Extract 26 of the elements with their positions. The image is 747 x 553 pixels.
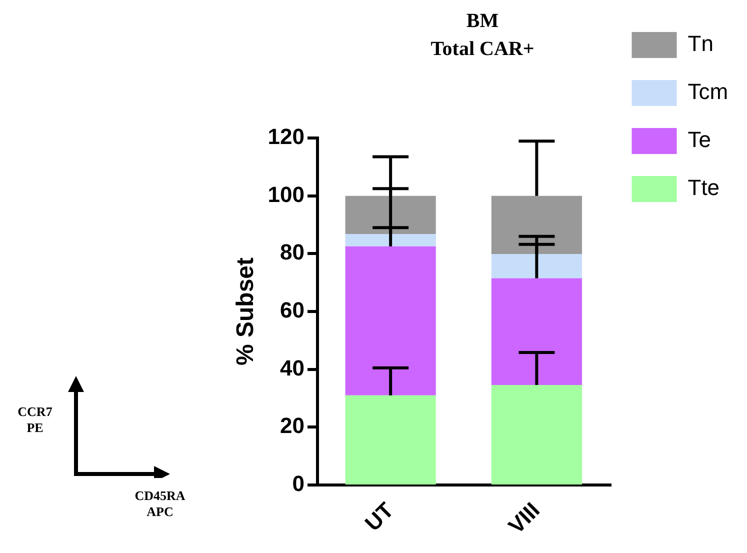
text: CCR7 PE	[16, 404, 54, 436]
bar	[345, 196, 436, 234]
text: CD45RA APC	[134, 488, 186, 520]
y-tick-label: 100	[268, 182, 305, 207]
y-tick-label: 0	[292, 471, 305, 496]
bar	[491, 384, 582, 484]
bar	[491, 254, 582, 278]
bar	[345, 395, 436, 484]
chart-title: BM	[466, 10, 499, 32]
y-tick-label: 120	[268, 124, 305, 150]
legend-label: Tcm	[688, 79, 728, 104]
x-tick-label: VIII	[503, 497, 545, 538]
legend-label: Tn	[688, 31, 714, 56]
y-tick-label: 80	[280, 240, 305, 265]
bar	[345, 234, 436, 246]
bar	[491, 278, 582, 385]
y-tick-label: 20	[280, 413, 305, 438]
x-tick-label: UT	[360, 497, 399, 536]
y-tick-label: 60	[280, 298, 305, 323]
y-tick-label: 40	[280, 355, 305, 380]
bar	[491, 196, 582, 254]
legend-label: Tte	[688, 175, 720, 200]
legend-label: Te	[688, 127, 711, 152]
y-axis-title: % Subset	[232, 257, 260, 366]
chart-subtitle: Total CAR+	[430, 38, 534, 60]
bar	[345, 246, 436, 396]
